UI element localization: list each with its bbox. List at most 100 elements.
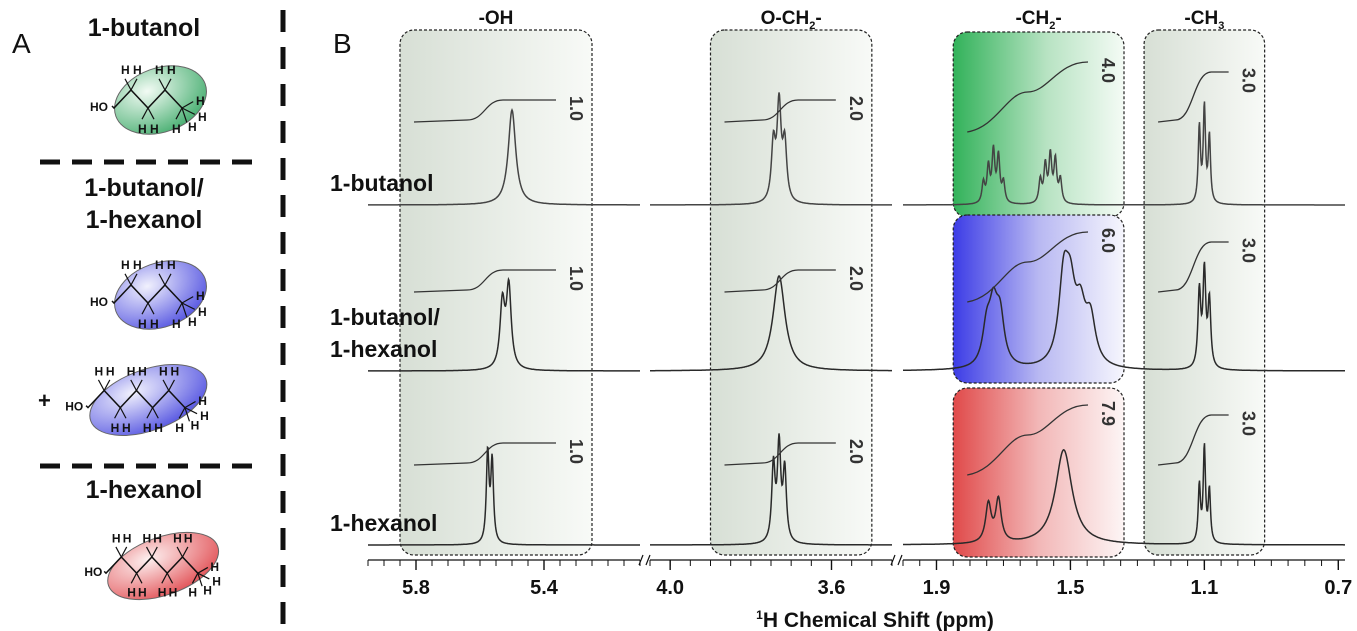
integral-curve (967, 231, 1089, 303)
bond-h (152, 407, 159, 419)
sample-label: 1-butanol (330, 170, 434, 196)
spectrum-trace (650, 433, 892, 546)
molecule-highlight (114, 260, 207, 330)
bond-h (181, 296, 194, 304)
bond-chain (111, 283, 183, 305)
bond-h (130, 572, 138, 584)
hydrogen-label: H (133, 258, 142, 272)
hydrogen-label: H (210, 560, 219, 574)
x-axis-title: 1H Chemical Shift (ppm) (756, 608, 994, 631)
integral-value: 2.0 (846, 266, 866, 291)
hydrogen-label: H (143, 532, 152, 546)
panel-b-letter: B (333, 28, 352, 59)
bond-h (147, 107, 155, 120)
bond-h (164, 273, 172, 286)
hydrogen-label: H (200, 409, 209, 423)
bond-h (97, 379, 105, 391)
bond-h (135, 379, 143, 391)
hydrogen-label: H (196, 289, 205, 303)
hydrogen-label: H (203, 583, 212, 597)
spectrum-trace (368, 108, 640, 206)
integral-value: 4.0 (1098, 58, 1118, 83)
hydrogen-label: H (169, 586, 178, 600)
bond-h (176, 546, 184, 558)
x-tick-label: 1.1 (1190, 577, 1218, 599)
hydrogen-label: H (150, 317, 159, 331)
hydrogen-label: H (127, 364, 136, 378)
hydrogen-label: H (121, 63, 130, 77)
panel-a-letter: A (12, 28, 31, 59)
hydrogen-label: H (138, 317, 147, 331)
integral-curve (413, 442, 556, 466)
sample-label: 1-butanol/ (330, 304, 440, 330)
sample-label: 1-hexanol (330, 336, 437, 362)
hydrogen-label: H (198, 110, 207, 124)
hydrogen-label: H (143, 421, 152, 435)
region-boxes (399, 29, 1266, 558)
region-labels: -OH O-CH2- -CH2- -CH3 (479, 8, 1225, 32)
bond-h (141, 302, 149, 315)
integral-curve (1158, 241, 1229, 293)
bond-h (114, 407, 121, 419)
bond-h (164, 78, 172, 91)
region-label-text: -OH (479, 8, 514, 29)
panel-b: B -OH O-CH2- -CH2- -CH3 1-butanol1-butanol/… (330, 8, 1352, 631)
region-label-suffix: - (815, 8, 821, 29)
x-tick-label: 3.6 (818, 577, 846, 599)
bond-h (181, 107, 188, 123)
hydrogen-label: H (111, 421, 120, 435)
bond-chain (111, 88, 183, 110)
hydrogen-label: H (188, 586, 197, 600)
hydroxyl-label: HO (90, 100, 108, 114)
x-tick-label: 1.5 (1057, 577, 1085, 599)
x-tick-label: 0.7 (1324, 577, 1352, 599)
hydrogen-label: H (212, 574, 221, 588)
hydrogen-label: H (158, 586, 167, 600)
axis-break (890, 554, 903, 566)
integral-value: 7.9 (1098, 401, 1118, 426)
integral-value: 1.0 (566, 266, 586, 291)
hydrogen-label: H (122, 421, 131, 435)
bond-h (181, 101, 194, 109)
bond-h (178, 407, 186, 419)
integral-curve (724, 442, 836, 466)
bond-h (158, 78, 166, 91)
molecule-highlight (114, 65, 207, 135)
hydrogen-label: H (138, 122, 147, 136)
bond-h (181, 302, 196, 310)
hydrogen-label: H (191, 419, 200, 433)
hydroxyl-label: HO (90, 295, 108, 309)
hydrogen-label: H (127, 586, 136, 600)
bond-h (175, 107, 183, 120)
bond-h (146, 407, 154, 419)
region-label-text: O-CH (761, 8, 810, 29)
spectra (368, 92, 1345, 546)
spectrum-trace (368, 276, 640, 372)
hydrogen-label: H (112, 532, 121, 546)
hydrogen-label: H (121, 258, 130, 272)
bond-chain (85, 389, 186, 409)
x-tick-label: 5.8 (402, 577, 430, 599)
hydrogen-label: H (188, 120, 197, 134)
sample-label: 1-hexanol (330, 510, 437, 536)
integral-curve (413, 99, 556, 123)
bond-h (181, 546, 189, 558)
bond-h (103, 379, 111, 391)
region-label: -CH3 (1184, 8, 1224, 32)
hydrogen-label: H (138, 586, 147, 600)
region-box-colored (952, 214, 1125, 384)
x-axis: 5.8 5.4 4.0 3.6 1.9 1.5 1.1 0.7 (367, 554, 1352, 599)
region-box (709, 29, 873, 556)
region-box-colored (952, 387, 1125, 558)
bond-h (136, 572, 143, 584)
bond-h (124, 273, 132, 286)
region-label-subscript: 2 (809, 20, 815, 32)
bond-h (181, 302, 188, 318)
bond-h (168, 379, 175, 391)
hydrogen-label: H (196, 94, 205, 108)
hydrogen-label: H (153, 532, 162, 546)
bond-h (119, 407, 127, 419)
